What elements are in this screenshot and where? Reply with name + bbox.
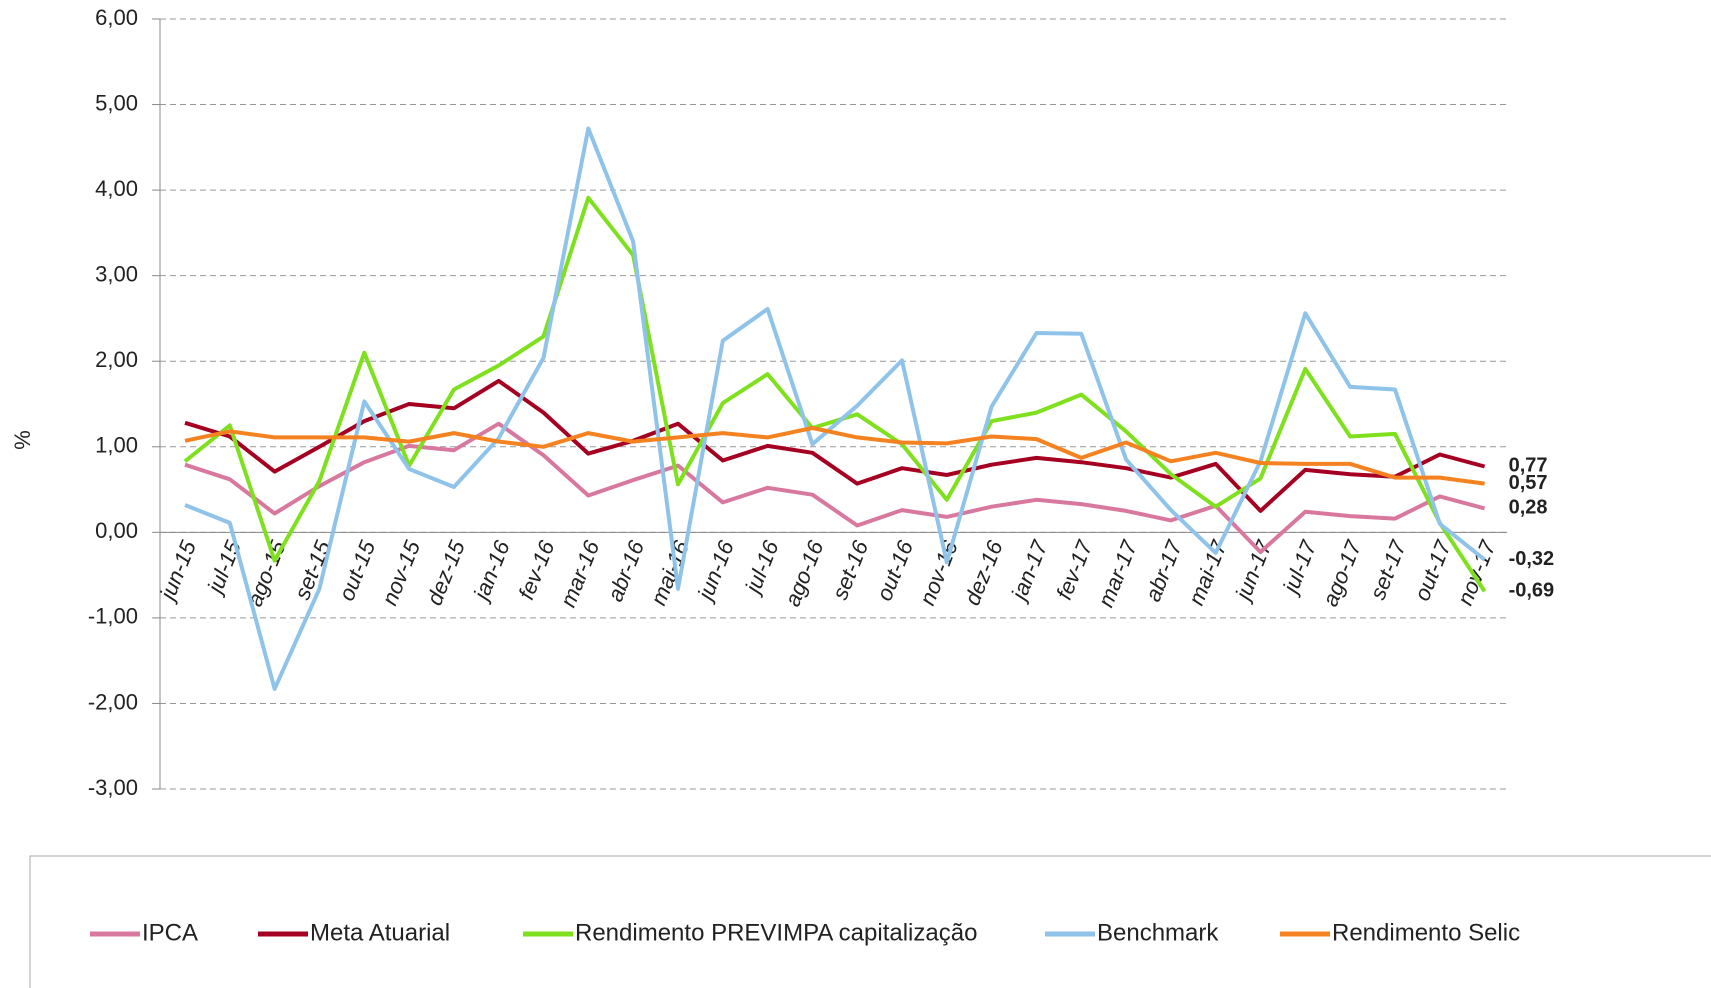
data-label: 0,28 bbox=[1509, 497, 1548, 519]
y-tick-label: 6,00 bbox=[95, 5, 138, 30]
x-tick-label: jul-16 bbox=[739, 536, 784, 599]
legend-label: Rendimento PREVIMPA capitalização bbox=[575, 919, 977, 946]
series-line bbox=[184, 426, 1485, 486]
x-tick-label: dez-15 bbox=[422, 536, 471, 608]
data-label: 0,77 bbox=[1509, 455, 1548, 477]
y-tick-label: -3,00 bbox=[88, 775, 138, 800]
legend-label: Rendimento Selic bbox=[1332, 919, 1520, 946]
x-tick-label: out-17 bbox=[1409, 536, 1456, 604]
x-tick-label: abr-16 bbox=[602, 536, 649, 605]
x-tick-label: jun-16 bbox=[692, 536, 739, 606]
x-tick-label: jul-17 bbox=[1277, 536, 1322, 599]
x-tick-label: out-15 bbox=[334, 536, 381, 604]
y-tick-label: -2,00 bbox=[88, 689, 138, 714]
series-line bbox=[184, 126, 1486, 691]
legend-label: Benchmark bbox=[1097, 919, 1219, 946]
y-tick-label: 4,00 bbox=[95, 176, 138, 201]
x-tick-label: jan-17 bbox=[1005, 536, 1052, 606]
x-tick-label: jul-15 bbox=[201, 536, 246, 599]
y-tick-label: 3,00 bbox=[95, 261, 138, 286]
y-tick-label: 2,00 bbox=[95, 347, 138, 372]
series-line bbox=[184, 378, 1486, 513]
legend-box bbox=[29, 855, 1711, 988]
y-tick-label: 0,00 bbox=[95, 518, 138, 543]
data-label: -0,69 bbox=[1509, 580, 1555, 602]
x-tick-label: fev-17 bbox=[1051, 536, 1097, 603]
x-tick-label: ago-16 bbox=[780, 536, 829, 610]
x-tick-label: dez-16 bbox=[959, 536, 1008, 608]
y-tick-label: 1,00 bbox=[95, 433, 138, 458]
y-tick-label: -1,00 bbox=[88, 604, 138, 629]
x-tick-label: set-16 bbox=[827, 536, 873, 603]
x-tick-label: nov-17 bbox=[1452, 536, 1501, 608]
data-label: -0,32 bbox=[1509, 548, 1555, 570]
x-tick-label: jan-16 bbox=[468, 536, 515, 606]
x-tick-label: mar-16 bbox=[555, 536, 604, 610]
x-tick-label: ago-17 bbox=[1317, 536, 1366, 610]
y-axis-label: % bbox=[10, 430, 35, 450]
data-label: 0,57 bbox=[1509, 472, 1548, 494]
series-line bbox=[183, 195, 1487, 593]
legend-label: Meta Atuarial bbox=[310, 919, 450, 946]
x-tick-label: mar-17 bbox=[1093, 536, 1142, 610]
y-tick-label: 5,00 bbox=[95, 90, 138, 115]
x-tick-label: out-16 bbox=[871, 536, 918, 604]
x-tick-label: set-17 bbox=[1365, 536, 1411, 603]
x-tick-label: jun-15 bbox=[154, 536, 201, 606]
x-tick-label: abr-17 bbox=[1140, 536, 1187, 605]
legend-label: IPCA bbox=[142, 919, 198, 946]
x-tick-label: nov-15 bbox=[377, 536, 426, 608]
x-tick-label: nov-16 bbox=[914, 536, 963, 608]
x-tick-label: fev-16 bbox=[513, 536, 559, 603]
